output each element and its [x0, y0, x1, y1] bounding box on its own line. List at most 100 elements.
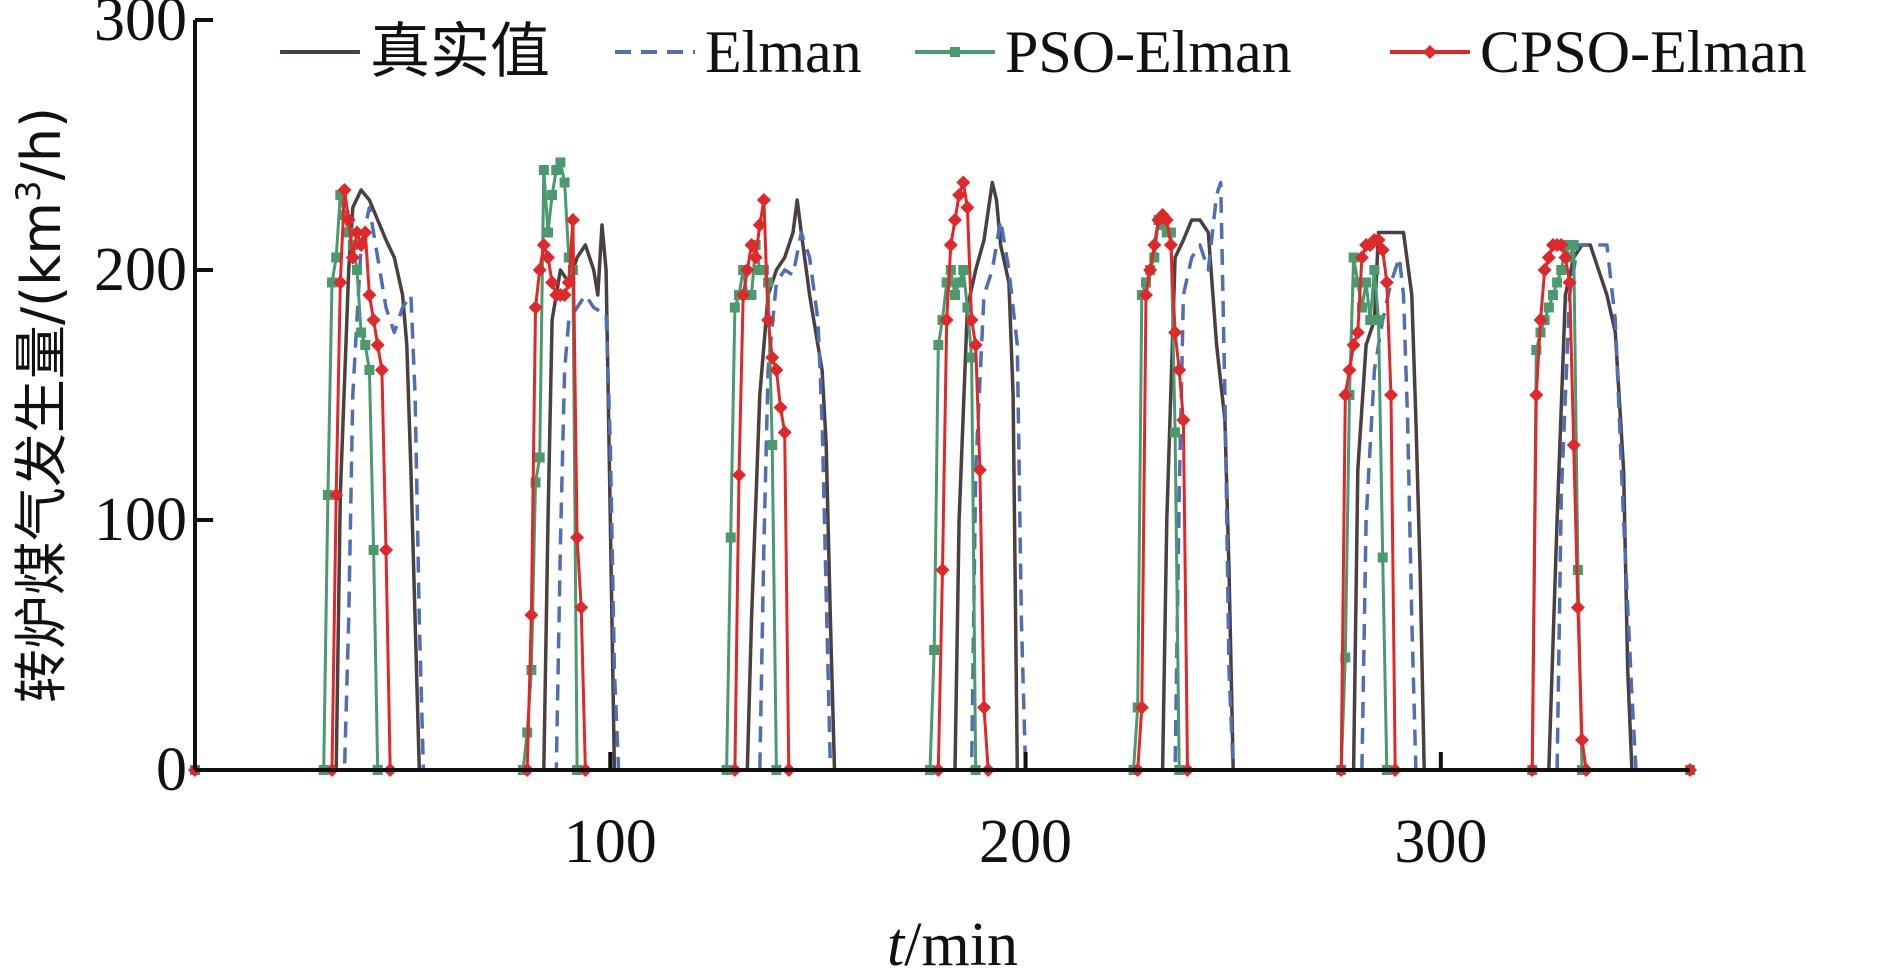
data-point [1338, 388, 1353, 402]
data-point [1384, 388, 1398, 402]
data-point [1423, 45, 1437, 59]
legend-label: 真实值 [370, 19, 550, 85]
y-axis-title-sup: 3 [9, 180, 49, 202]
data-point [1168, 325, 1183, 340]
data-point [1356, 302, 1367, 313]
data-point [1140, 277, 1151, 288]
data-point [1558, 250, 1573, 265]
data-point [1375, 243, 1390, 257]
series-line [195, 180, 1690, 772]
data-point [1134, 700, 1149, 715]
data-point [954, 277, 965, 288]
series-2 [195, 180, 1690, 772]
data-point [952, 188, 967, 202]
data-point [540, 250, 555, 265]
data-point [354, 238, 369, 252]
data-point [752, 218, 767, 232]
data-point [767, 440, 778, 450]
data-point [968, 338, 983, 352]
data-point [536, 238, 551, 252]
data-point [1371, 233, 1386, 247]
data-point [962, 302, 973, 313]
data-point [1543, 302, 1554, 313]
data-point [744, 238, 759, 252]
data-point [1172, 363, 1187, 377]
data-point [557, 288, 572, 302]
data-point [1354, 250, 1369, 265]
x-tick-label: 100 [564, 808, 657, 876]
x-axis-title-var: t [887, 911, 906, 975]
data-point [1350, 325, 1365, 340]
data-point [379, 543, 394, 557]
data-point [756, 193, 771, 207]
y-tick-label: 100 [94, 486, 187, 554]
data-point [1575, 733, 1590, 747]
legend-item-4: CPSO-Elman [1390, 19, 1807, 85]
data-point [563, 252, 574, 263]
data-point [345, 250, 360, 265]
data-point [559, 177, 570, 188]
data-point [1157, 220, 1168, 230]
data-point [1346, 338, 1361, 352]
data-point [1552, 277, 1563, 288]
data-point [966, 352, 977, 363]
y-tick-label: 200 [94, 236, 187, 304]
data-point [534, 452, 545, 463]
data-point [740, 263, 755, 277]
y-axis-title: 转炉煤气发生量/(km3/h) [9, 107, 73, 703]
data-point [1159, 213, 1174, 227]
data-point [1568, 240, 1579, 250]
data-point [941, 277, 952, 288]
legend-item-2: Elman [615, 19, 862, 85]
data-point [1165, 227, 1176, 238]
x-axis-title-unit: /min [904, 911, 1018, 975]
y-tick-label: 0 [156, 736, 187, 804]
data-point [960, 200, 975, 215]
series-line [195, 180, 1690, 772]
data-point [765, 350, 780, 365]
data-point [565, 213, 580, 227]
data-point [1562, 275, 1577, 290]
x-tick-label: 200 [979, 808, 1072, 876]
axes: 0 100 200 300 100 200 300 [94, 0, 1690, 876]
data-point [532, 263, 547, 277]
data-point [748, 250, 763, 265]
data-point [322, 490, 333, 500]
legend-item-1: 真实值 [280, 19, 550, 85]
data-point [574, 600, 589, 615]
data-point [570, 530, 585, 545]
data-point [524, 608, 539, 622]
data-point [551, 165, 562, 175]
data-point [773, 400, 788, 415]
x-tick-label: 300 [1394, 808, 1487, 876]
data-point [1541, 250, 1556, 265]
data-point [358, 225, 373, 240]
series-line [195, 161, 1690, 772]
data-point [958, 265, 969, 275]
y-tick-label: 300 [94, 0, 187, 54]
data-point [1533, 313, 1548, 327]
data-point [1340, 652, 1351, 663]
data-point [555, 157, 566, 168]
data-point [1570, 600, 1585, 615]
data-point [746, 290, 757, 300]
data-point [1531, 345, 1542, 355]
data-point [1556, 265, 1567, 275]
data-point [1379, 275, 1394, 290]
data-point [1361, 277, 1372, 288]
data-point [964, 313, 979, 327]
legend-label: CPSO-Elman [1480, 19, 1807, 85]
legend-item-3: PSO-Elman [915, 19, 1292, 85]
data-point [1554, 238, 1569, 252]
data-point [736, 288, 751, 302]
data-point [1138, 288, 1153, 302]
data-point [542, 227, 553, 238]
data-point [1365, 315, 1376, 325]
data-point [351, 265, 362, 275]
data-point [1143, 263, 1158, 277]
data-point [374, 363, 389, 377]
data-point [335, 190, 346, 200]
data-point [1163, 238, 1178, 252]
data-point [729, 302, 740, 313]
